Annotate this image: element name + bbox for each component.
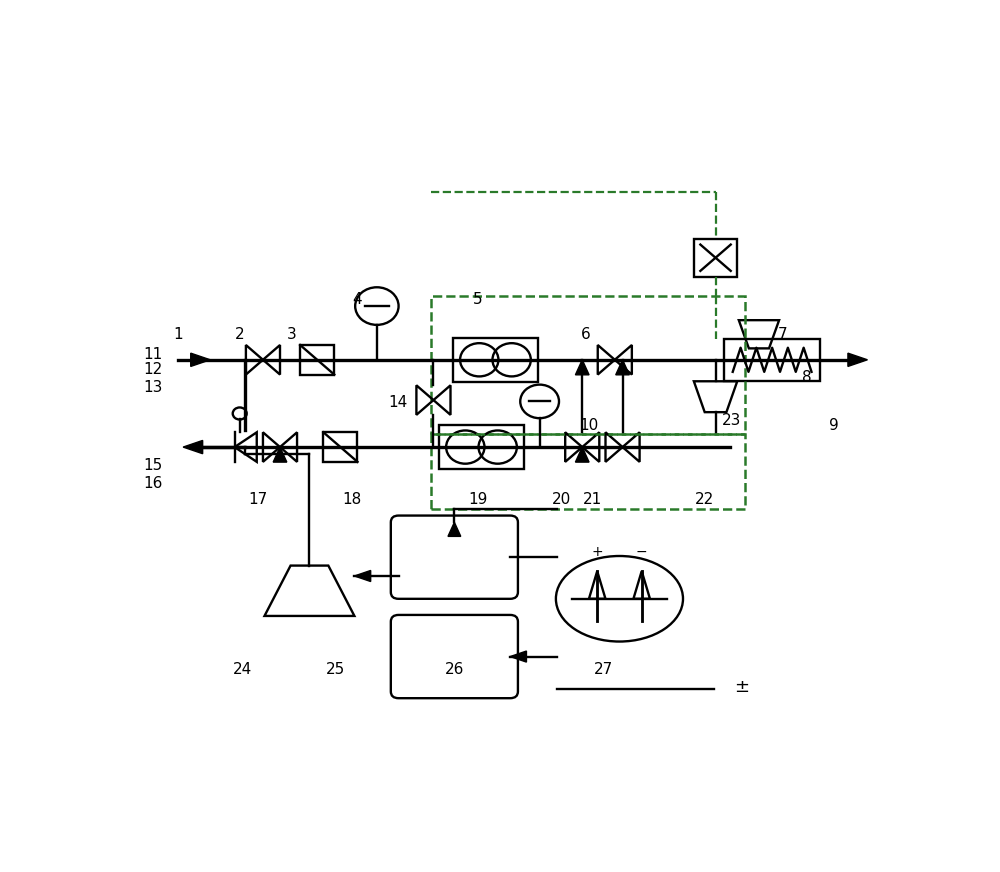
Text: 22: 22 [695, 492, 714, 507]
Text: 27: 27 [594, 663, 614, 678]
Text: 1: 1 [173, 327, 183, 342]
Text: 15: 15 [143, 459, 163, 473]
Text: +: + [591, 545, 603, 559]
Bar [694, 239, 737, 276]
Text: 19: 19 [468, 492, 487, 507]
Text: 25: 25 [326, 663, 345, 678]
Text: 5: 5 [473, 292, 482, 307]
Polygon shape [191, 353, 210, 366]
Polygon shape [848, 353, 867, 366]
Bar [431, 433, 745, 509]
Text: 18: 18 [342, 492, 362, 507]
Text: 16: 16 [143, 476, 163, 491]
Polygon shape [448, 522, 461, 536]
Text: 4: 4 [353, 292, 362, 307]
Polygon shape [575, 360, 589, 375]
Bar [724, 339, 820, 380]
Text: 7: 7 [777, 327, 787, 342]
Polygon shape [575, 447, 589, 462]
Text: 8: 8 [802, 370, 812, 385]
Text: 17: 17 [249, 492, 268, 507]
Text: 3: 3 [287, 327, 296, 342]
Polygon shape [273, 447, 287, 462]
Polygon shape [510, 651, 526, 662]
Text: 13: 13 [143, 380, 163, 396]
Text: 11: 11 [143, 347, 163, 362]
Polygon shape [616, 360, 629, 375]
Bar [323, 433, 357, 462]
Text: −: − [636, 545, 648, 559]
Text: 9: 9 [829, 418, 839, 433]
Bar [431, 296, 745, 433]
Text: 26: 26 [445, 663, 464, 678]
Text: 24: 24 [233, 663, 252, 678]
Bar [300, 345, 334, 375]
Text: 21: 21 [583, 492, 602, 507]
Bar [453, 337, 538, 382]
Text: 6: 6 [581, 327, 591, 342]
Polygon shape [354, 570, 371, 582]
Text: ±: ± [734, 678, 749, 697]
Polygon shape [183, 440, 203, 453]
Text: 14: 14 [388, 395, 407, 410]
Text: 10: 10 [579, 418, 598, 433]
Text: 20: 20 [552, 492, 571, 507]
Text: 23: 23 [722, 412, 742, 428]
Bar [439, 425, 524, 469]
Text: 2: 2 [235, 327, 245, 342]
Text: 12: 12 [143, 362, 163, 377]
